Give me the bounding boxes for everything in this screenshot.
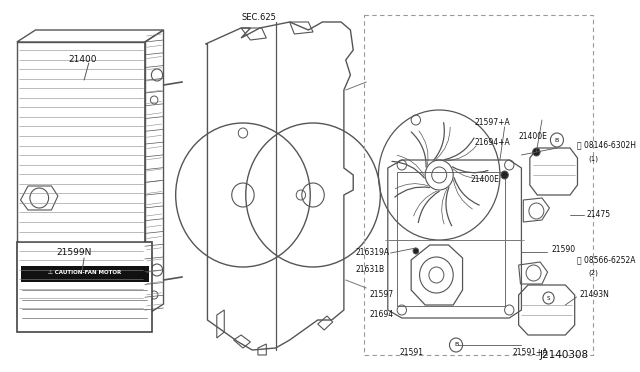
Text: 21599N: 21599N — [56, 248, 92, 257]
Text: J2140308: J2140308 — [540, 350, 589, 360]
Circle shape — [550, 133, 563, 147]
Text: 21694+A: 21694+A — [475, 138, 511, 147]
Text: 21591+A: 21591+A — [512, 348, 548, 357]
Circle shape — [526, 265, 541, 281]
Circle shape — [532, 148, 540, 156]
Text: 21631B: 21631B — [355, 265, 384, 274]
Circle shape — [543, 292, 554, 304]
Text: 21694: 21694 — [369, 310, 393, 319]
Circle shape — [529, 203, 544, 219]
Text: 21597+A: 21597+A — [475, 118, 511, 127]
Text: (1): (1) — [589, 155, 598, 161]
Text: Ⓢ 08566-6252A: Ⓢ 08566-6252A — [577, 255, 636, 264]
Circle shape — [501, 171, 508, 179]
Text: B: B — [454, 343, 458, 347]
Text: SEC.625: SEC.625 — [241, 13, 276, 22]
Text: 21590: 21590 — [551, 245, 575, 254]
Text: ⚠ CAUTION-FAN MOTOR: ⚠ CAUTION-FAN MOTOR — [48, 270, 121, 275]
Circle shape — [413, 248, 419, 254]
Text: 21475: 21475 — [587, 210, 611, 219]
Text: 21493N: 21493N — [579, 290, 609, 299]
Text: 21400E: 21400E — [518, 132, 547, 141]
Text: 21400: 21400 — [68, 55, 97, 64]
Bar — [364, 15, 593, 355]
Text: S: S — [547, 295, 550, 301]
Text: Ⓑ 08146-6302H: Ⓑ 08146-6302H — [577, 140, 637, 149]
Text: B: B — [555, 138, 559, 142]
Circle shape — [425, 160, 453, 190]
Text: 216319A: 216319A — [355, 248, 389, 257]
Text: 21597: 21597 — [369, 290, 393, 299]
Bar — [20, 266, 148, 282]
Text: (2): (2) — [589, 270, 598, 276]
Bar — [17, 242, 152, 332]
Text: 21400E: 21400E — [470, 175, 499, 184]
Circle shape — [449, 338, 463, 352]
Text: 21591: 21591 — [400, 348, 424, 357]
